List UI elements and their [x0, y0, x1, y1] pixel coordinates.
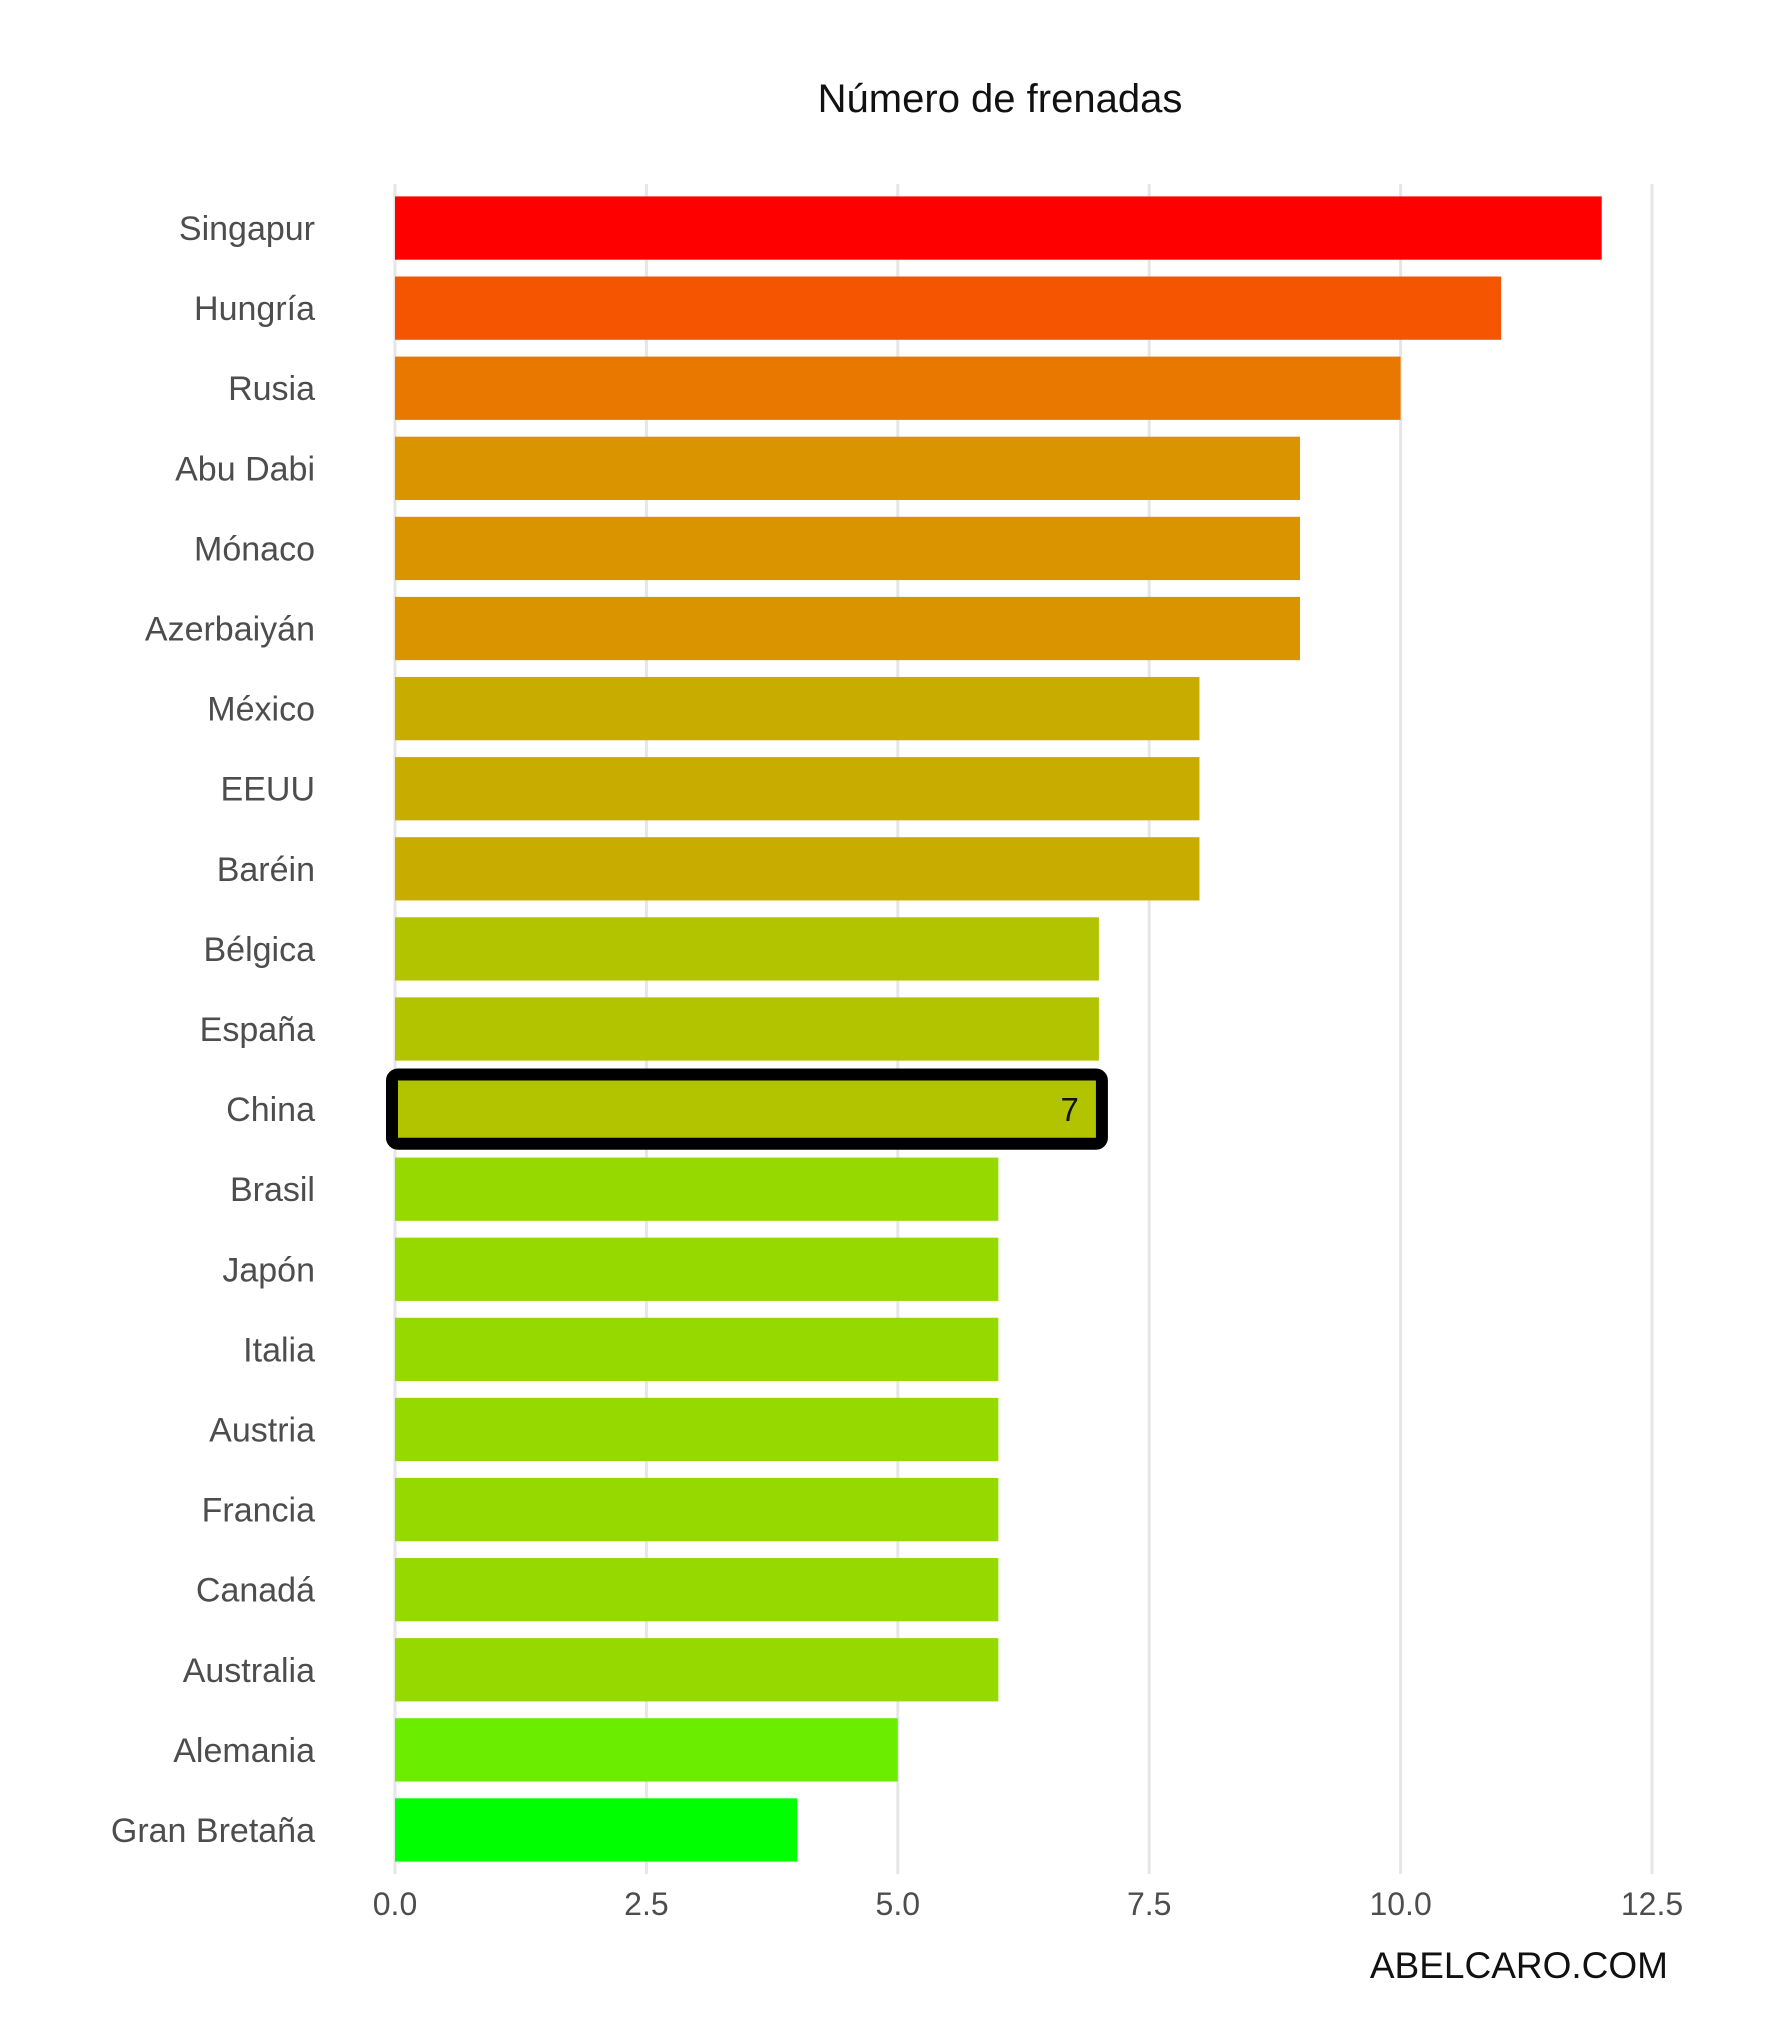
bar-3 [395, 436, 1301, 500]
x-tick-label-0: 0.0 [373, 1886, 417, 1922]
category-label-0: Singapur [179, 210, 315, 248]
bar-10 [395, 997, 1099, 1061]
bar-0 [395, 196, 1602, 260]
bar-4 [395, 516, 1301, 581]
category-label-17: Canadá [196, 1572, 315, 1610]
highlight-outline [386, 1068, 1108, 1150]
highlight-value-label: 7 [1061, 1091, 1079, 1128]
x-tick-label-2: 5.0 [876, 1886, 920, 1922]
category-label-6: México [207, 691, 315, 729]
bar-8 [395, 837, 1200, 901]
bar-13 [395, 1237, 999, 1301]
x-tick-label-4: 10.0 [1369, 1886, 1431, 1922]
bar-15 [395, 1397, 999, 1462]
category-label-12: Brasil [230, 1171, 315, 1209]
category-label-3: Abu Dabi [175, 450, 315, 488]
bar-2 [395, 356, 1401, 420]
category-label-7: EEUU [221, 771, 315, 809]
bar-19 [395, 1718, 898, 1782]
category-label-1: Hungría [194, 290, 315, 328]
category-label-14: Italia [243, 1331, 315, 1369]
chart-title: Número de frenadas [818, 77, 1183, 121]
bar-20 [395, 1798, 798, 1862]
x-axis-tick-labels: 0.0 2.5 5.0 7.5 10.0 12.5 [373, 1886, 1683, 1922]
bar-18 [395, 1638, 999, 1702]
category-label-20: Gran Bretaña [111, 1812, 315, 1850]
category-label-18: Australia [183, 1652, 315, 1690]
bar-17 [395, 1558, 999, 1622]
category-label-11: China [226, 1091, 315, 1129]
category-label-15: Austria [209, 1411, 315, 1449]
category-label-8: Baréin [217, 851, 315, 889]
x-tick-label-1: 2.5 [624, 1886, 668, 1922]
bar-1 [395, 276, 1502, 340]
category-label-9: Bélgica [203, 931, 315, 969]
category-label-19: Alemania [173, 1732, 315, 1770]
bar-12 [395, 1157, 999, 1221]
bar-7 [395, 757, 1200, 821]
bar-6 [395, 676, 1200, 741]
category-labels: Singapur Hungría Rusia Abu Dabi Mónaco Azerba… [111, 210, 315, 1850]
credit-text: ABELCARO.COM [1370, 1945, 1668, 1986]
bar-5 [395, 596, 1301, 661]
x-tick-label-3: 7.5 [1127, 1886, 1171, 1922]
category-label-10: España [200, 1011, 315, 1049]
category-label-16: Francia [202, 1492, 315, 1530]
bar-16 [395, 1477, 999, 1542]
highlight-layer: 7 [386, 1068, 1108, 1150]
category-label-13: Japón [222, 1251, 315, 1289]
bar-14 [395, 1317, 999, 1382]
x-tick-label-5: 12.5 [1621, 1886, 1683, 1922]
bar-9 [395, 917, 1099, 981]
bar-11 [395, 1077, 1099, 1141]
category-label-4: Mónaco [194, 530, 315, 568]
category-label-2: Rusia [228, 370, 315, 408]
category-label-5: Azerbaiyán [145, 611, 315, 649]
bar-layer [395, 196, 1602, 1862]
